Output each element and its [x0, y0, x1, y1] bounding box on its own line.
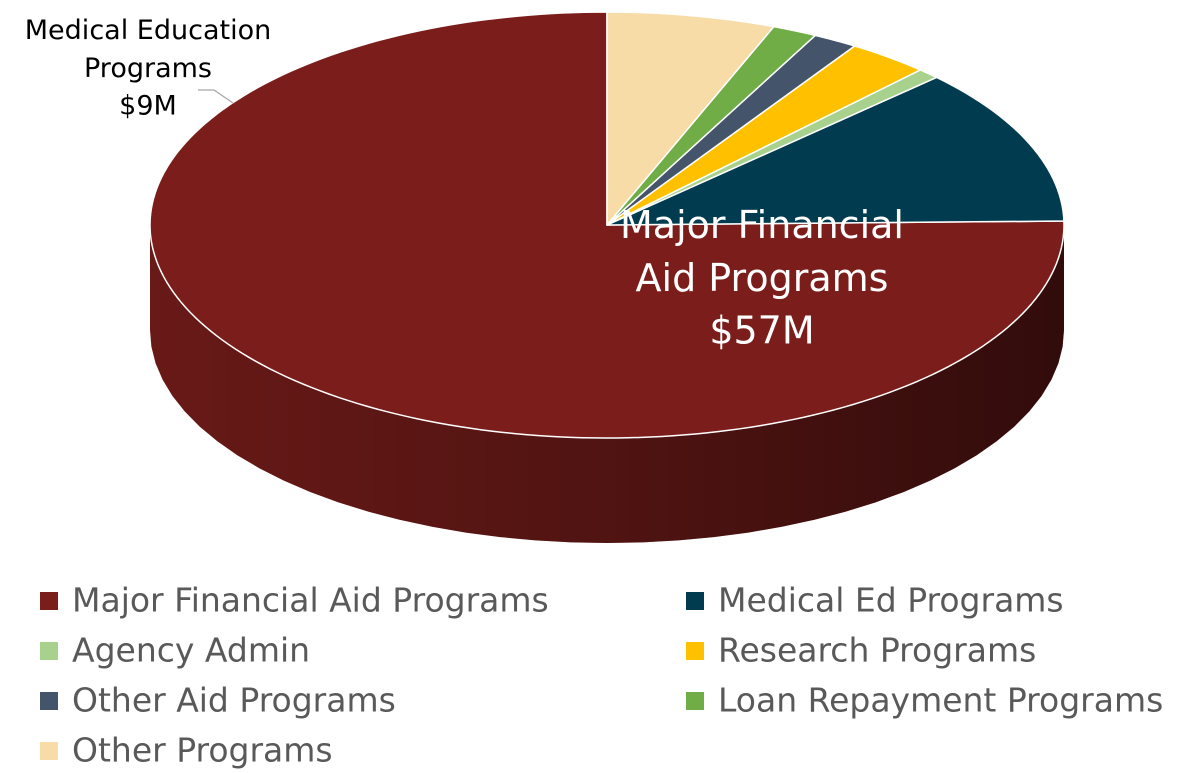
leader-line [198, 89, 234, 104]
legend-label: Medical Ed Programs [718, 581, 1064, 620]
slice [606, 69, 938, 226]
slice-value-label: $9M [119, 91, 177, 122]
legend-swatch [686, 642, 704, 660]
slice [606, 45, 922, 226]
legend-swatch [40, 692, 58, 710]
legend-label: Agency Admin [72, 631, 310, 670]
legend-label: Major Financial Aid Programs [72, 581, 549, 620]
legend-swatch [686, 592, 704, 610]
slice [606, 76, 1065, 226]
slice-name: Major Financial Aid Programs [620, 203, 904, 300]
legend-label: Other Programs [72, 731, 333, 770]
legend-swatch [686, 692, 704, 710]
legend-swatch [40, 592, 58, 610]
legend-label: Other Aid Programs [72, 681, 396, 720]
slice-value-label: $57M [709, 309, 814, 353]
slice-label: Medical Education Programs $9M [25, 15, 271, 122]
legend-swatch [40, 642, 58, 660]
slice [606, 11, 775, 226]
slice-name: Medical Education Programs [25, 15, 271, 84]
slice [606, 25, 816, 226]
slice-side-shade [150, 225, 1064, 543]
legend-label: Research Programs [718, 631, 1036, 670]
slice [606, 34, 856, 226]
slice-label: Major Financial Aid Programs $57M [620, 203, 904, 353]
legend-swatch [40, 742, 58, 760]
legend-label: Loan Repayment Programs [718, 681, 1163, 720]
